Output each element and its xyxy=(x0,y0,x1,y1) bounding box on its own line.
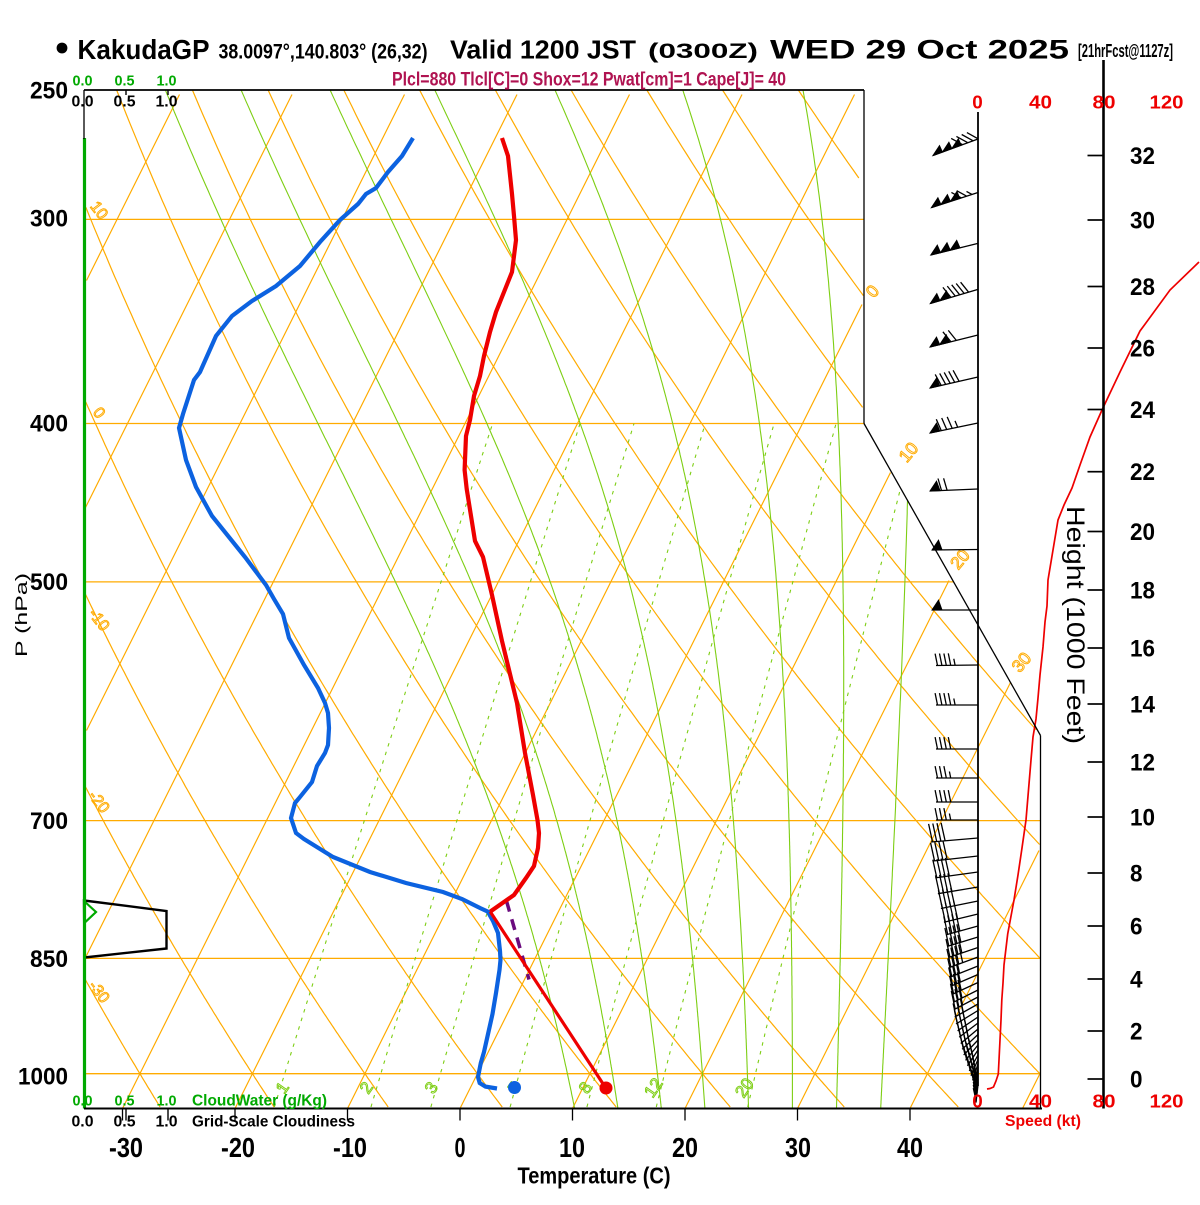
svg-text:500: 500 xyxy=(30,569,68,596)
svg-text:Temperature (C): Temperature (C) xyxy=(518,1163,671,1189)
svg-text:14: 14 xyxy=(1130,692,1155,719)
svg-text:Plcl=880 Tlcl[C]=0 Shox=12 Pwa: Plcl=880 Tlcl[C]=0 Shox=12 Pwat[cm]=1 Ca… xyxy=(392,70,786,91)
svg-text:0.0: 0.0 xyxy=(73,73,93,90)
svg-text:(0300Z): (0300Z) xyxy=(648,40,758,63)
svg-text:0.0: 0.0 xyxy=(72,1114,94,1131)
svg-text:Speed (kt): Speed (kt) xyxy=(1005,1113,1081,1130)
svg-text:300: 300 xyxy=(30,206,68,233)
svg-text:1000: 1000 xyxy=(18,1064,68,1091)
svg-text:12: 12 xyxy=(1130,750,1155,777)
svg-text:850: 850 xyxy=(30,946,68,973)
svg-text:KakudaGP: KakudaGP xyxy=(78,34,210,65)
svg-text:4: 4 xyxy=(1130,967,1143,994)
svg-text:80: 80 xyxy=(1093,1091,1116,1112)
svg-text:1.0: 1.0 xyxy=(157,1093,177,1110)
svg-text:6: 6 xyxy=(1130,914,1143,941)
svg-text:40: 40 xyxy=(1029,1091,1052,1112)
svg-text:400: 400 xyxy=(30,411,68,438)
svg-text:0: 0 xyxy=(972,1091,983,1112)
svg-text:P (hPa): P (hPa) xyxy=(12,573,31,657)
svg-text:16: 16 xyxy=(1130,636,1155,663)
svg-text:0.5: 0.5 xyxy=(114,94,136,111)
svg-text:Grid-Scale Cloudiness: Grid-Scale Cloudiness xyxy=(192,1114,355,1131)
svg-text:1.0: 1.0 xyxy=(156,1114,178,1131)
svg-text:-10: -10 xyxy=(333,1132,367,1163)
svg-text:80: 80 xyxy=(1093,92,1116,113)
svg-text:24: 24 xyxy=(1130,397,1155,424)
svg-text:-20: -20 xyxy=(221,1132,255,1163)
svg-text:1.0: 1.0 xyxy=(157,73,177,90)
svg-text:20: 20 xyxy=(672,1132,698,1163)
svg-text:0: 0 xyxy=(455,1132,466,1163)
svg-text:40: 40 xyxy=(1029,92,1052,113)
svg-text:22: 22 xyxy=(1130,459,1155,486)
svg-text:0.5: 0.5 xyxy=(114,1114,136,1131)
svg-text:0: 0 xyxy=(972,92,983,113)
svg-text:0.5: 0.5 xyxy=(115,73,135,90)
svg-text:30: 30 xyxy=(1130,208,1155,235)
svg-text:10: 10 xyxy=(559,1132,585,1163)
svg-text:CloudWater (g/Kg): CloudWater (g/Kg) xyxy=(192,1093,327,1110)
svg-text:20: 20 xyxy=(1130,519,1155,546)
svg-text:250: 250 xyxy=(30,77,68,104)
svg-text:8: 8 xyxy=(1130,861,1143,888)
svg-text:120: 120 xyxy=(1150,1091,1184,1112)
svg-text:30: 30 xyxy=(785,1132,811,1163)
svg-text:WED 29 Oct 2025: WED 29 Oct 2025 xyxy=(770,34,1069,64)
svg-text:38.0097°,140.803° (26,32): 38.0097°,140.803° (26,32) xyxy=(219,41,428,64)
svg-text:32: 32 xyxy=(1130,143,1155,170)
svg-text:1.0: 1.0 xyxy=(156,94,178,111)
svg-text:-30: -30 xyxy=(109,1132,143,1163)
svg-text:10: 10 xyxy=(1130,805,1155,832)
svg-text:0: 0 xyxy=(1130,1067,1143,1094)
svg-text:28: 28 xyxy=(1130,274,1155,301)
svg-text:0.5: 0.5 xyxy=(115,1093,135,1110)
svg-text:0.0: 0.0 xyxy=(72,94,94,111)
svg-text:[21hrFcst@1127z]: [21hrFcst@1127z] xyxy=(1078,41,1173,61)
svg-text:40: 40 xyxy=(897,1132,923,1163)
svg-text:26: 26 xyxy=(1130,336,1155,363)
svg-text:700: 700 xyxy=(30,808,68,835)
svg-text:Height (1000 Feet): Height (1000 Feet) xyxy=(1061,506,1089,744)
svg-text:Valid 1200 JST: Valid 1200 JST xyxy=(450,36,636,64)
svg-text:2: 2 xyxy=(1130,1019,1143,1046)
svg-text:18: 18 xyxy=(1130,578,1155,605)
svg-text:120: 120 xyxy=(1150,92,1184,113)
svg-text:0.0: 0.0 xyxy=(73,1093,93,1110)
